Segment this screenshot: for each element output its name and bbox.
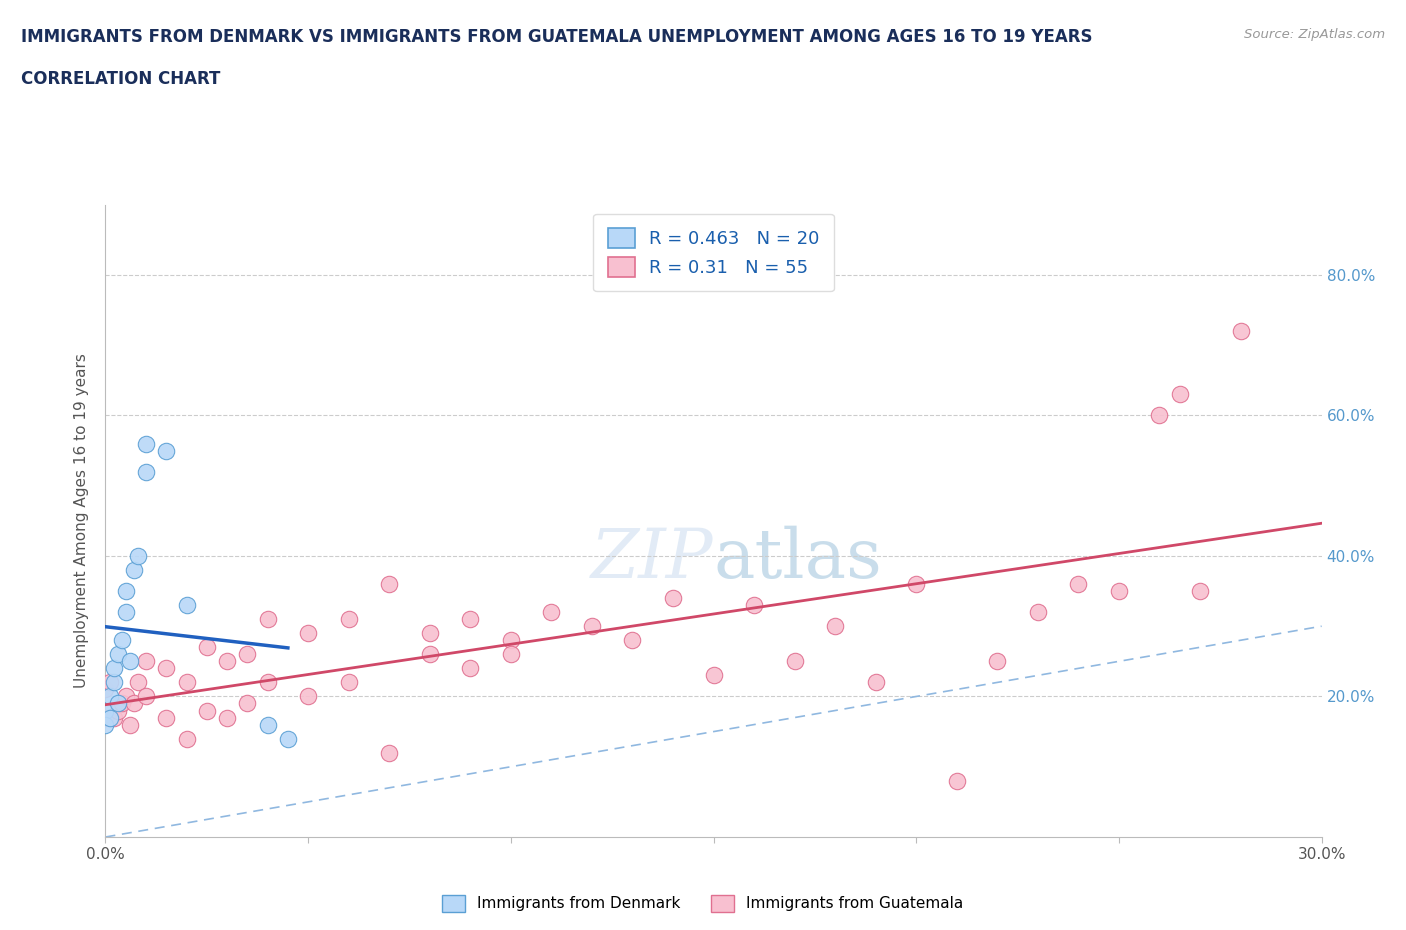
Point bbox=[107, 696, 129, 711]
Point bbox=[111, 632, 134, 647]
Point bbox=[458, 612, 481, 627]
Point bbox=[176, 731, 198, 746]
Point bbox=[103, 675, 125, 690]
Point bbox=[94, 717, 117, 732]
Point bbox=[1067, 577, 1090, 591]
Point bbox=[621, 632, 644, 647]
Point bbox=[236, 696, 259, 711]
Point bbox=[1189, 584, 1212, 599]
Point bbox=[98, 711, 121, 725]
Text: CORRELATION CHART: CORRELATION CHART bbox=[21, 70, 221, 87]
Point bbox=[107, 703, 129, 718]
Point bbox=[824, 618, 846, 633]
Legend: Immigrants from Denmark, Immigrants from Guatemala: Immigrants from Denmark, Immigrants from… bbox=[436, 889, 970, 918]
Point bbox=[98, 675, 121, 690]
Point bbox=[742, 598, 765, 613]
Point bbox=[297, 626, 319, 641]
Point bbox=[103, 711, 125, 725]
Text: IMMIGRANTS FROM DENMARK VS IMMIGRANTS FROM GUATEMALA UNEMPLOYMENT AMONG AGES 16 : IMMIGRANTS FROM DENMARK VS IMMIGRANTS FR… bbox=[21, 28, 1092, 46]
Point bbox=[94, 703, 117, 718]
Point bbox=[111, 696, 134, 711]
Point bbox=[155, 661, 177, 676]
Point bbox=[499, 632, 522, 647]
Point bbox=[122, 696, 145, 711]
Point bbox=[127, 675, 149, 690]
Point bbox=[118, 654, 141, 669]
Point bbox=[378, 745, 401, 760]
Point bbox=[94, 682, 117, 697]
Point bbox=[256, 612, 278, 627]
Point bbox=[905, 577, 928, 591]
Point bbox=[155, 443, 177, 458]
Point bbox=[1149, 408, 1171, 423]
Point bbox=[135, 436, 157, 451]
Point bbox=[986, 654, 1008, 669]
Point bbox=[114, 689, 136, 704]
Point bbox=[256, 675, 278, 690]
Point bbox=[1168, 387, 1191, 402]
Point bbox=[236, 647, 259, 662]
Point bbox=[256, 717, 278, 732]
Point bbox=[581, 618, 603, 633]
Point bbox=[135, 464, 157, 479]
Point bbox=[378, 577, 401, 591]
Point bbox=[337, 612, 360, 627]
Text: Source: ZipAtlas.com: Source: ZipAtlas.com bbox=[1244, 28, 1385, 41]
Legend: R = 0.463   N = 20, R = 0.31   N = 55: R = 0.463 N = 20, R = 0.31 N = 55 bbox=[593, 214, 834, 291]
Point bbox=[195, 703, 218, 718]
Point bbox=[107, 647, 129, 662]
Y-axis label: Unemployment Among Ages 16 to 19 years: Unemployment Among Ages 16 to 19 years bbox=[75, 353, 90, 688]
Point bbox=[122, 563, 145, 578]
Point bbox=[114, 584, 136, 599]
Point bbox=[176, 675, 198, 690]
Point bbox=[98, 689, 121, 704]
Point bbox=[419, 626, 441, 641]
Point bbox=[662, 591, 685, 605]
Point bbox=[702, 668, 725, 683]
Point bbox=[419, 647, 441, 662]
Point bbox=[155, 711, 177, 725]
Point bbox=[277, 731, 299, 746]
Point bbox=[540, 604, 562, 619]
Point bbox=[103, 661, 125, 676]
Point bbox=[217, 654, 239, 669]
Point bbox=[176, 598, 198, 613]
Point bbox=[1108, 584, 1130, 599]
Point bbox=[297, 689, 319, 704]
Point bbox=[94, 711, 117, 725]
Point bbox=[118, 717, 141, 732]
Point bbox=[127, 549, 149, 564]
Point bbox=[458, 661, 481, 676]
Text: ZIP: ZIP bbox=[591, 525, 713, 592]
Point bbox=[865, 675, 887, 690]
Point bbox=[499, 647, 522, 662]
Point bbox=[337, 675, 360, 690]
Point bbox=[217, 711, 239, 725]
Point bbox=[1229, 324, 1251, 339]
Point bbox=[135, 689, 157, 704]
Point bbox=[114, 604, 136, 619]
Point bbox=[783, 654, 806, 669]
Point bbox=[135, 654, 157, 669]
Point bbox=[945, 774, 967, 789]
Point bbox=[1026, 604, 1049, 619]
Point bbox=[195, 640, 218, 655]
Text: atlas: atlas bbox=[713, 525, 883, 591]
